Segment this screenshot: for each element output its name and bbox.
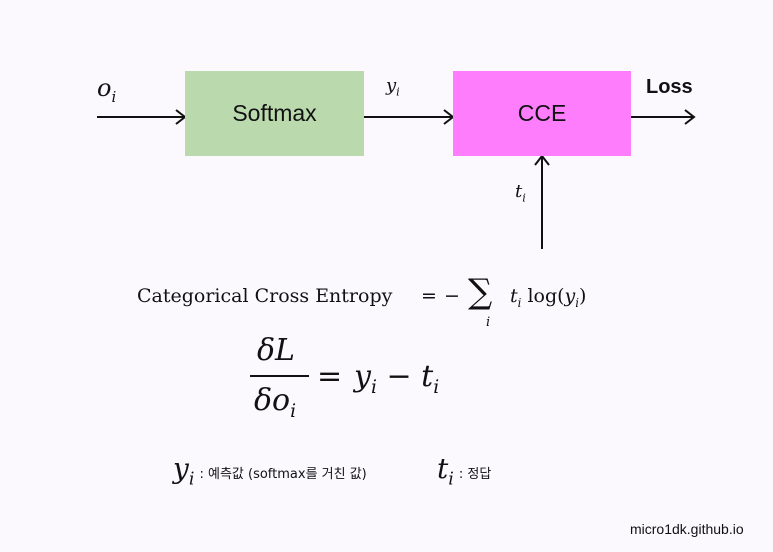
softmax-box: Softmax <box>185 71 364 156</box>
cce-formula-minus: − <box>444 285 460 307</box>
softmax-output-label: yi <box>386 75 400 99</box>
gradient-equals: = <box>317 359 343 394</box>
watermark: micro1dk.github.io <box>630 521 744 537</box>
cce-label: CCE <box>517 100 567 126</box>
fraction-bar <box>250 375 309 377</box>
loss-label: Loss <box>646 76 693 98</box>
legend-y-description: : 예측값 (softmax를 거친 값) <box>199 467 367 482</box>
softmax-label: Softmax <box>232 100 317 126</box>
cce-formula-name: Categorical Cross Entropy <box>137 285 393 307</box>
gradient-numerator: δL <box>257 333 295 368</box>
sum-index: i <box>486 315 491 330</box>
cce-formula-equals: = <box>421 285 437 307</box>
sum-symbol: ∑ <box>468 272 493 312</box>
input-label: oi <box>97 74 117 106</box>
cce-box: CCE <box>453 71 631 156</box>
gradient-denominator: δoi <box>254 383 297 422</box>
gradient-rhs: yi − ti <box>354 359 440 398</box>
target-label: ti <box>515 181 526 205</box>
gradient-formula: δL δoi = yi − ti <box>250 333 470 423</box>
legend-t-symbol: ti <box>437 452 454 490</box>
loss-arrowhead <box>684 109 696 125</box>
legend-t: ti : 정답 <box>437 452 491 490</box>
legend-y-symbol: yi <box>173 452 195 490</box>
cce-formula-term: ti log(yi) <box>510 285 587 310</box>
legend-t-description: : 정답 <box>458 467 492 482</box>
legend-y: yi : 예측값 (softmax를 거친 값) <box>173 452 367 490</box>
target-arrowhead <box>534 154 550 166</box>
